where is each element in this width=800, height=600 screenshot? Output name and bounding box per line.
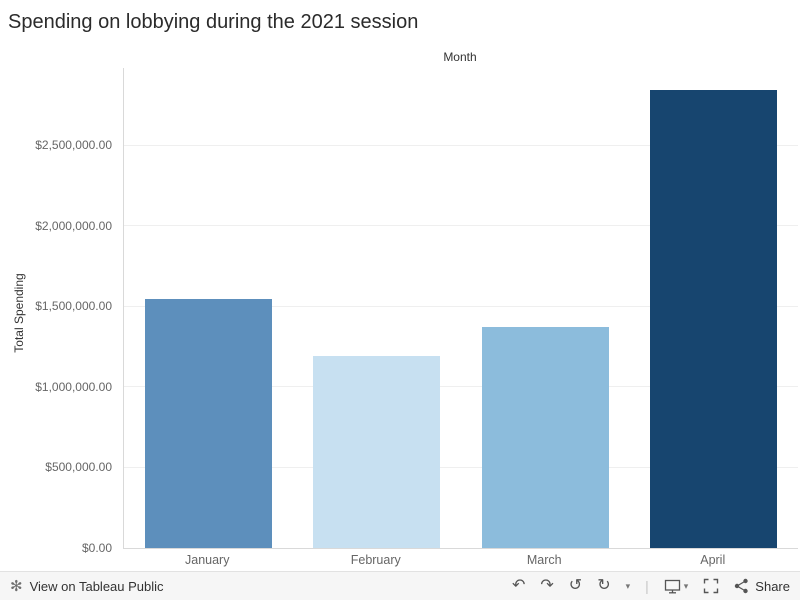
toolbar-actions: ↶ ↷ ↺ ↻ ▾ | ▾ Share [511, 577, 790, 595]
bar-january[interactable] [144, 299, 272, 548]
bar-april[interactable] [650, 89, 778, 548]
tableau-logo-icon: ✻ [10, 577, 23, 595]
download-button[interactable]: ▾ [664, 579, 689, 594]
y-tick-label: $1,000,000.00 [35, 379, 112, 394]
undo-icon[interactable]: ↶ [511, 577, 526, 594]
gridline [124, 305, 798, 307]
x-tick-label: March [526, 553, 562, 567]
y-tick-label: $2,500,000.00 [35, 138, 112, 153]
redo-icon[interactable]: ↷ [540, 577, 554, 594]
plot-area [123, 68, 798, 549]
y-axis: $0.00 $500,000.00 $1,000,000.00 $1,500,000.… [0, 68, 116, 555]
gridline [124, 386, 798, 388]
share-button[interactable]: Share [734, 578, 790, 594]
download-caret-icon: ▾ [683, 580, 689, 591]
chart-title: Spending on lobbying during the 2021 ses… [8, 11, 419, 33]
gridline [124, 144, 798, 146]
bar-march[interactable] [481, 326, 609, 548]
y-tick-label: $2,000,000.00 [35, 218, 112, 233]
y-axis-title: Total Spending [12, 273, 26, 353]
revert-icon[interactable]: ↺ [568, 577, 583, 594]
x-axis-labels: January February March April [123, 552, 797, 570]
fullscreen-icon [704, 578, 719, 594]
refresh-dropdown-caret-icon[interactable]: ▾ [625, 580, 631, 591]
x-tick-label: February [350, 553, 401, 567]
download-icon [664, 579, 680, 593]
share-icon [735, 578, 748, 594]
view-on-tableau-public-label: View on Tableau Public [29, 578, 164, 594]
gridline [124, 225, 798, 227]
x-tick-label: April [700, 553, 726, 567]
tableau-toolbar: ✻ View on Tableau Public ↶ ↷ ↺ ↻ ▾ | ▾ [0, 571, 800, 600]
gridline [124, 466, 798, 468]
y-tick-label: $1,500,000.00 [35, 299, 112, 314]
y-tick-label: $500,000.00 [45, 460, 112, 475]
view-on-tableau-public-link[interactable]: ✻ View on Tableau Public [10, 579, 164, 594]
bar-february[interactable] [313, 356, 441, 548]
toolbar-separator: | [645, 578, 649, 594]
y-tick-label: $0.00 [81, 541, 112, 555]
refresh-icon[interactable]: ↻ [597, 577, 611, 594]
x-tick-label: January [185, 553, 230, 567]
fullscreen-button[interactable] [703, 578, 719, 594]
share-label: Share [755, 578, 790, 594]
column-header-month: Month [443, 50, 477, 64]
